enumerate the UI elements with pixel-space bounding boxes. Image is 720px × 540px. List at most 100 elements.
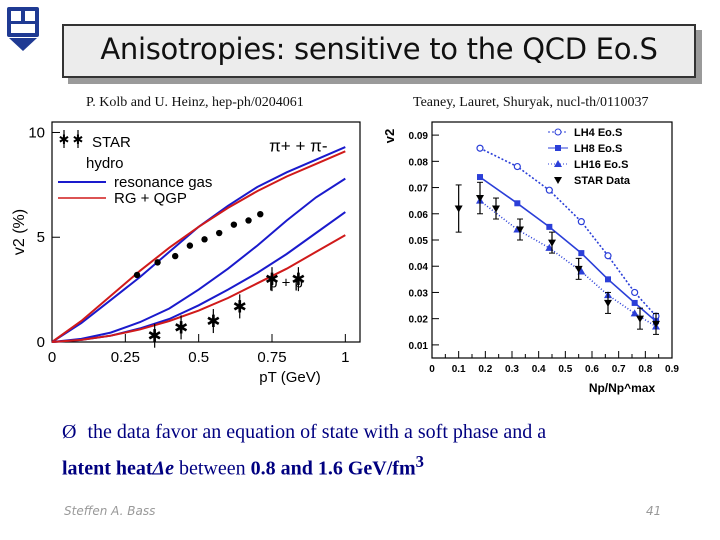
legend-rg-qgp-label: RG + QGP xyxy=(114,190,187,207)
star-data-point xyxy=(636,315,644,323)
y-tick-label: 0.02 xyxy=(409,315,429,326)
bullet-arrow-icon: Ø xyxy=(62,421,77,443)
legend-label: STAR Data xyxy=(574,175,631,187)
x-tick-label: 0.1 xyxy=(452,364,466,375)
x-tick-label: 0 xyxy=(48,349,56,366)
star-data-point xyxy=(492,205,500,213)
lh4-point xyxy=(631,288,639,297)
legend-lh16-marker xyxy=(554,160,562,167)
footer-author: Steffen A. Bass xyxy=(64,504,156,518)
x-tick-label: 0.9 xyxy=(665,364,679,375)
lh4-point xyxy=(604,252,612,260)
legend-star-label: STAR xyxy=(92,134,131,151)
star-pion-point xyxy=(230,221,238,228)
y-tick-label: 0.09 xyxy=(409,131,429,142)
legend-label: LH8 Eo.S xyxy=(574,143,622,155)
star-pion-point xyxy=(245,217,252,224)
star-pion-point xyxy=(172,252,179,260)
curve-rg-qgp xyxy=(51,150,346,343)
x-tick-label: 0.5 xyxy=(188,349,209,366)
citation-left: P. Kolb and U. Heinz, hep-ph/0204061 xyxy=(86,95,304,110)
legend-lh4-marker xyxy=(554,128,562,136)
lh8-point xyxy=(578,250,585,257)
annotation-protons: p + p̄ xyxy=(269,275,303,292)
x-tick-label: 0.3 xyxy=(505,364,519,375)
caption-latent-heat: latent heat xyxy=(62,457,153,480)
lh16-point xyxy=(630,309,639,317)
legend-label: LH16 Eo.S xyxy=(574,159,628,171)
x-axis-label: pT (GeV) xyxy=(259,369,320,386)
annotation-pions: π+ + π- xyxy=(269,136,327,155)
star-data-point xyxy=(574,265,583,273)
footer-page-number: 41 xyxy=(646,504,662,518)
lh16-point xyxy=(545,243,554,251)
y-tick-label: 0.05 xyxy=(409,236,429,247)
series-lh4-eo-s xyxy=(479,147,657,317)
star-data-point xyxy=(604,299,612,307)
title-box: Anisotropies: sensitive to the QCD Eo.S xyxy=(62,24,696,78)
star-proton-point: ✱ xyxy=(291,270,305,290)
lh8-point xyxy=(605,276,611,283)
caption-between: between xyxy=(173,457,251,480)
curve-rg-qgp xyxy=(51,234,346,343)
legend-star-marker xyxy=(554,177,562,184)
x-tick-label: 1 xyxy=(341,349,349,366)
star-pion-point xyxy=(201,236,208,243)
star-pion-point xyxy=(186,242,194,249)
y-axis-label: v2 xyxy=(382,129,397,143)
star-data-point xyxy=(516,226,524,234)
series-lh8-eo-s xyxy=(479,176,657,322)
y-tick-label: 10 xyxy=(28,124,45,141)
star-data-point xyxy=(548,239,556,247)
star-proton-point: ✱ xyxy=(233,297,247,317)
x-tick-label: 0.4 xyxy=(532,364,546,375)
legend-star-glyph: ✱ xyxy=(73,133,84,148)
y-tick-label: 0.04 xyxy=(409,262,429,273)
x-tick-label: 0.8 xyxy=(638,364,652,375)
plot-frame xyxy=(51,121,361,343)
legend-lh8-marker xyxy=(555,145,561,151)
star-pion-point xyxy=(216,229,223,237)
citation-right: Teaney, Lauret, Shuryak, nucl-th/0110037 xyxy=(413,95,649,110)
curve-resonance-gas xyxy=(51,177,346,343)
star-data-point xyxy=(476,195,484,203)
star-data-point xyxy=(652,320,660,328)
lh4-point xyxy=(577,218,585,226)
figure-v2-vs-npart: 0 0.1 0.2 0.3 0.4 0.5 0.6 0.7 0.8 0.9 0.01 0.02 0.03… xyxy=(382,121,679,395)
y-tick-label: 0.08 xyxy=(409,157,429,168)
university-logo xyxy=(7,7,39,51)
star-data-point xyxy=(454,205,463,213)
caption-range: 0.8 and 1.6 GeV/fm xyxy=(250,457,416,480)
x-tick-label: 0.5 xyxy=(558,364,572,375)
legend-label: LH4 Eo.S xyxy=(574,127,622,139)
x-tick-label: 0 xyxy=(429,364,435,375)
y-tick-label: 0.03 xyxy=(409,288,429,299)
lh8-point xyxy=(546,223,553,230)
lh8-point xyxy=(477,174,483,181)
legend-resonance-gas-label: resonance gas xyxy=(114,174,212,191)
y-axis-label: v2 (%) xyxy=(11,209,28,255)
legend-hydro-label: hydro xyxy=(86,155,124,172)
y-tick-label: 0.06 xyxy=(409,210,429,221)
y-tick-label: 0 xyxy=(37,334,45,351)
lh8-point xyxy=(631,299,638,306)
lh4-point xyxy=(545,186,553,194)
y-tick-label: 0.01 xyxy=(409,341,429,352)
caption-text: Ø the data favor an equation of state wi… xyxy=(62,418,702,484)
star-proton-point: ✱ xyxy=(265,270,279,290)
star-proton-point: ✱ xyxy=(148,327,162,347)
star-pion-point xyxy=(257,210,264,218)
x-tick-label: 0.6 xyxy=(585,364,599,375)
caption-range-exponent: 3 xyxy=(415,452,424,471)
star-pion-point xyxy=(154,259,161,266)
lh4-point xyxy=(513,162,521,171)
star-proton-point: ✱ xyxy=(174,318,188,338)
y-tick-label: 0.07 xyxy=(409,184,429,195)
x-tick-label: 0.75 xyxy=(257,349,286,366)
x-tick-label: 0.2 xyxy=(478,364,492,375)
legend-star-glyph: ✱ xyxy=(59,133,70,148)
x-tick-label: 0.25 xyxy=(111,349,140,366)
caption-delta-e: Δe xyxy=(152,457,174,480)
lh16-point xyxy=(577,267,586,275)
